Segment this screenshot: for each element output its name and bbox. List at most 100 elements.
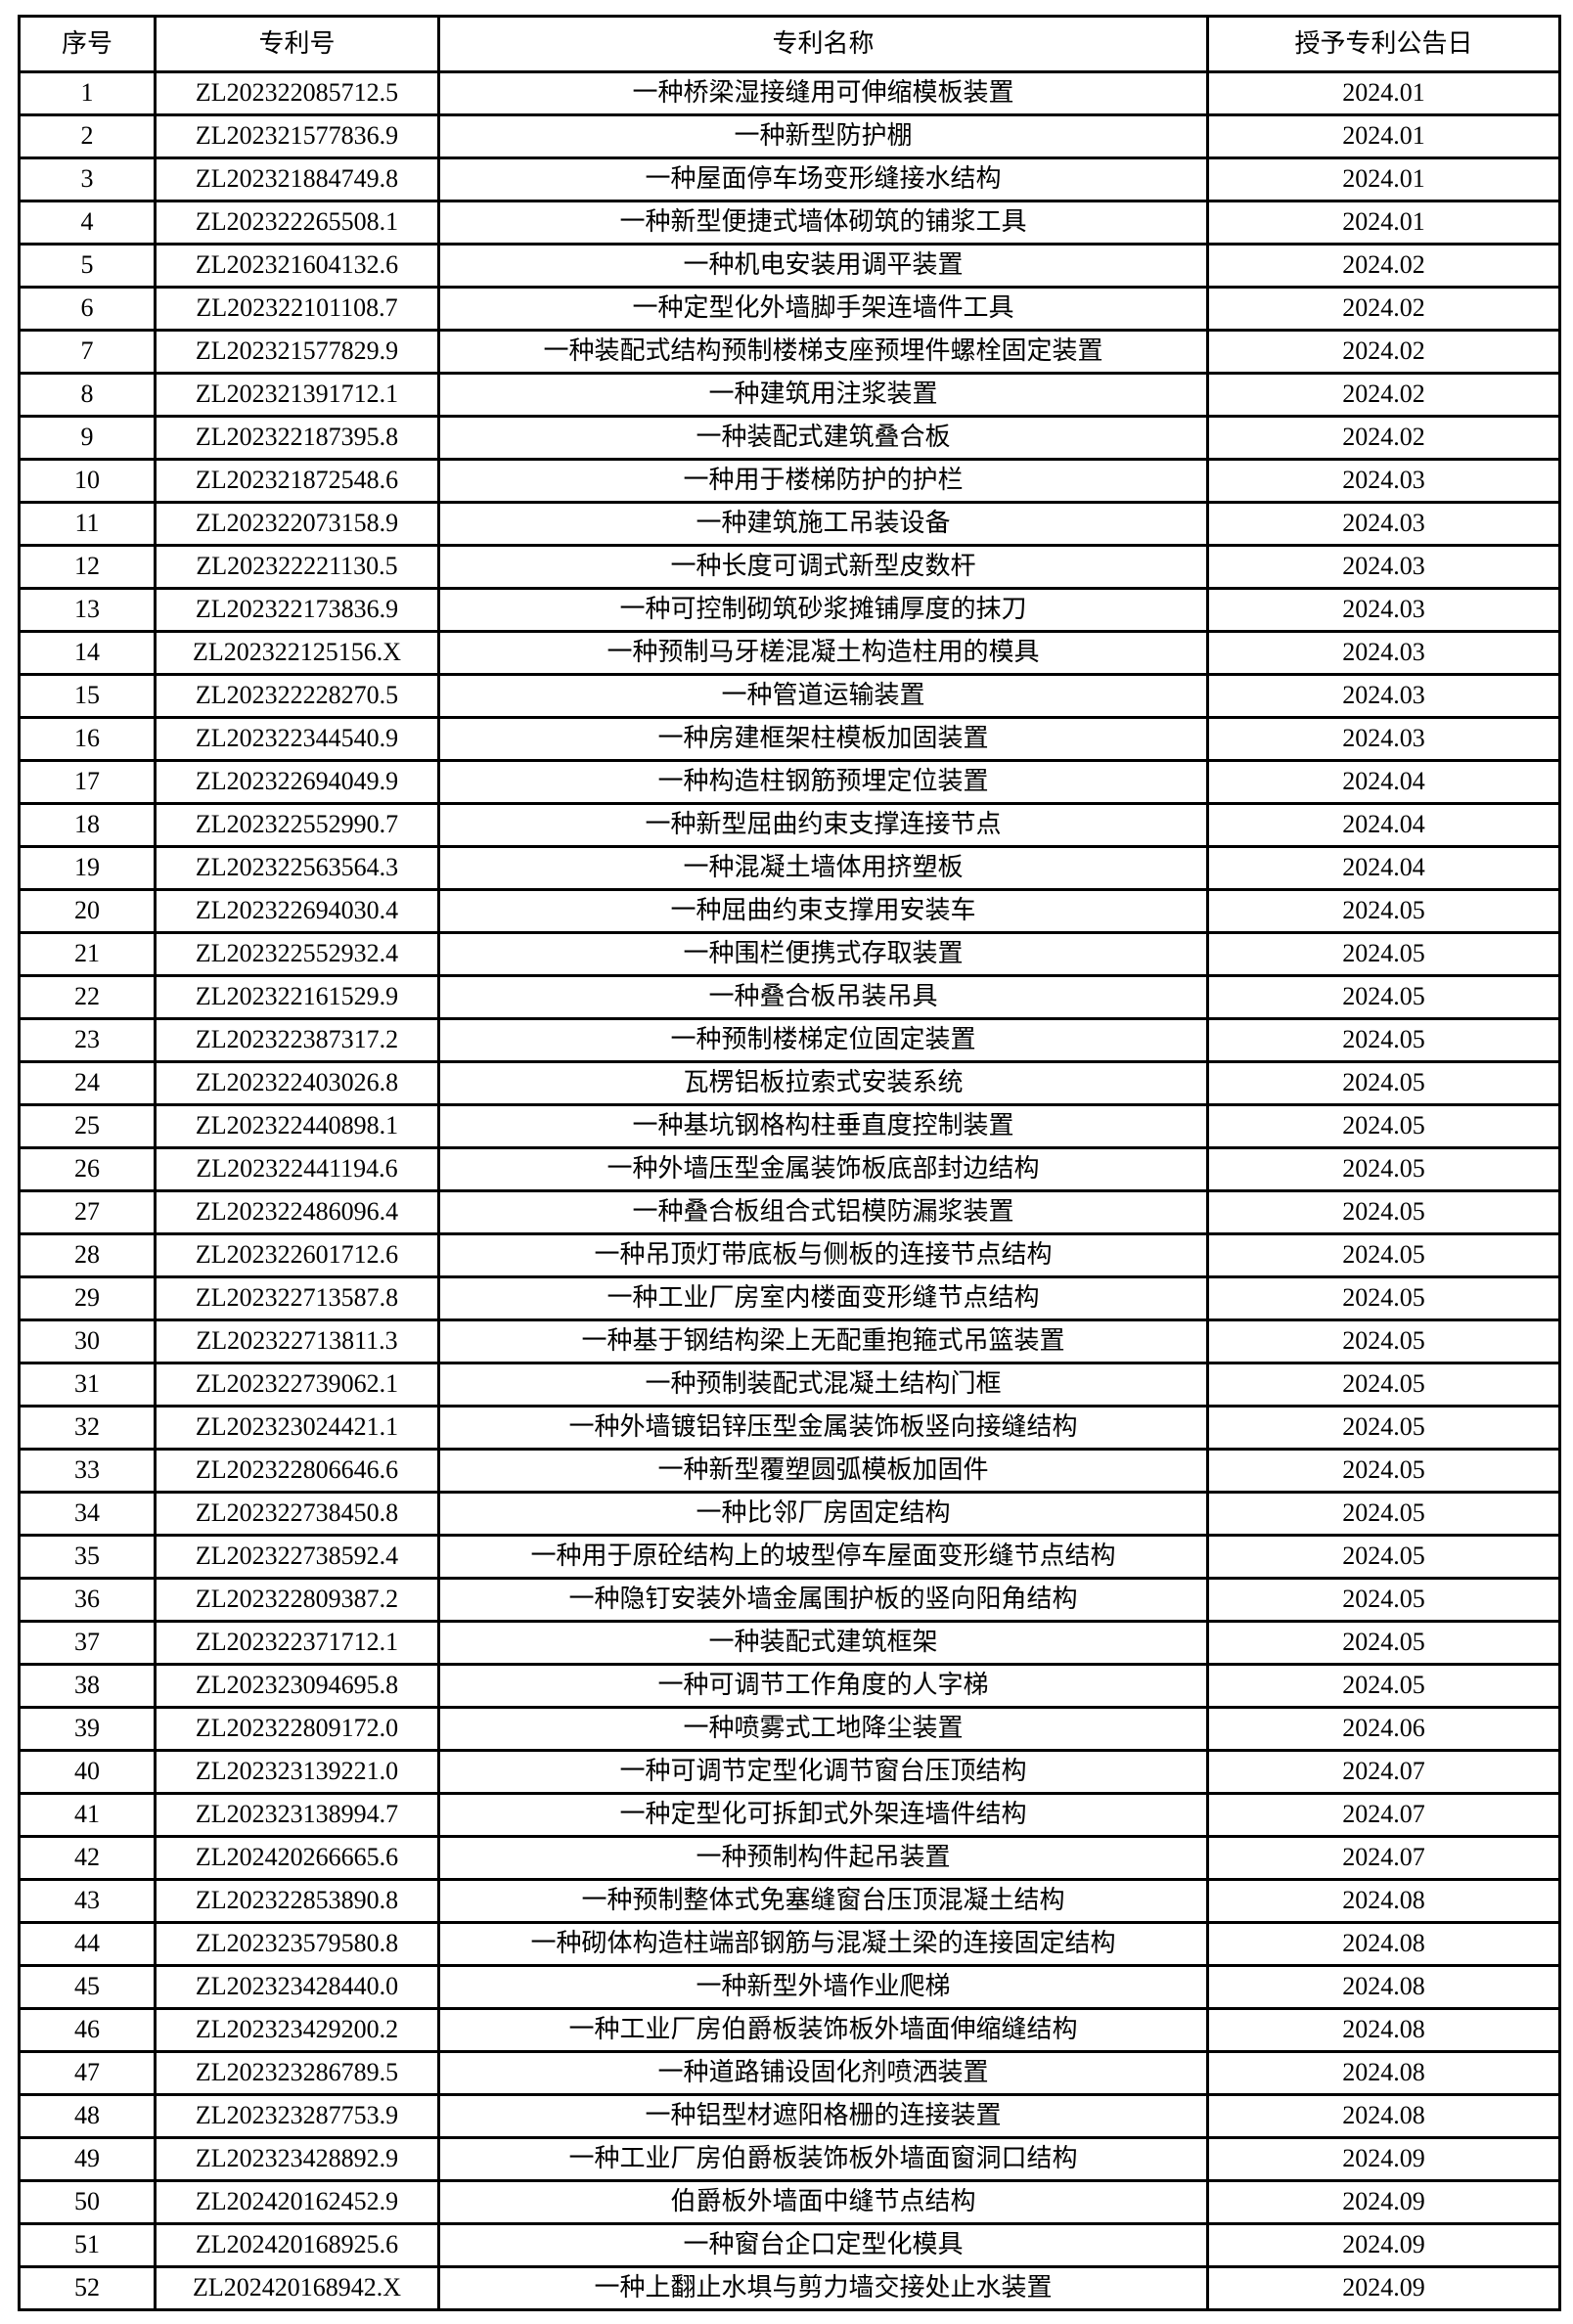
table-row: 41 ZL202323138994.7 一种定型化可拆卸式外架连墙件结构 2024.0… — [18, 1792, 1561, 1838]
table-row: 43 ZL202322853890.8 一种预制整体式免塞缝窗台压顶混凝土结构 202… — [18, 1878, 1561, 1924]
cell-serial-number: 48 — [18, 2093, 157, 2139]
table-header-row: 序号 专利号 专利名称 授予专利公告日 — [18, 15, 1561, 73]
cell-patent-name: 一种机电安装用调平装置 — [437, 243, 1209, 289]
cell-grant-date: 2024.03 — [1206, 501, 1561, 547]
cell-patent-name: 一种新型便捷式墙体砌筑的铺浆工具 — [437, 200, 1209, 246]
table-row: 4 ZL202322265508.1 一种新型便捷式墙体砌筑的铺浆工具 2024.01 — [18, 200, 1561, 246]
table-row: 18 ZL202322552990.7 一种新型屈曲约束支撑连接节点 2024.04 — [18, 802, 1561, 848]
cell-serial-number: 47 — [18, 2050, 157, 2096]
cell-serial-number: 5 — [18, 243, 157, 289]
table-row: 28 ZL202322601712.6 一种吊顶灯带底板与侧板的连接节点结构 2024… — [18, 1232, 1561, 1278]
cell-patent-number: ZL202323139221.0 — [154, 1749, 440, 1795]
table-row: 42 ZL202420266665.6 一种预制构件起吊装置 2024.07 — [18, 1835, 1561, 1881]
table-row: 5 ZL202321604132.6 一种机电安装用调平装置 2024.02 — [18, 243, 1561, 289]
cell-patent-name: 一种建筑用注浆装置 — [437, 372, 1209, 418]
cell-serial-number: 30 — [18, 1318, 157, 1364]
cell-patent-name: 一种构造柱钢筋预埋定位装置 — [437, 759, 1209, 805]
table-row: 8 ZL202321391712.1 一种建筑用注浆装置 2024.02 — [18, 372, 1561, 418]
cell-patent-number: ZL202322601712.6 — [154, 1232, 440, 1278]
table-row: 51 ZL202420168925.6 一种窗台企口定型化模具 2024.09 — [18, 2222, 1561, 2268]
cell-serial-number: 17 — [18, 759, 157, 805]
cell-grant-date: 2024.05 — [1206, 1663, 1561, 1709]
cell-grant-date: 2024.01 — [1206, 113, 1561, 159]
cell-patent-name: 一种预制楼梯定位固定装置 — [437, 1017, 1209, 1063]
header-grant-date: 授予专利公告日 — [1206, 15, 1561, 73]
cell-patent-name: 一种道路铺设固化剂喷洒装置 — [437, 2050, 1209, 2096]
cell-grant-date: 2024.05 — [1206, 1577, 1561, 1623]
cell-serial-number: 25 — [18, 1103, 157, 1149]
cell-serial-number: 28 — [18, 1232, 157, 1278]
cell-serial-number: 23 — [18, 1017, 157, 1063]
cell-patent-number: ZL202322403026.8 — [154, 1060, 440, 1106]
cell-patent-number: ZL202321884749.8 — [154, 156, 440, 202]
cell-patent-number: ZL202323428440.0 — [154, 1964, 440, 2010]
table-row: 36 ZL202322809387.2 一种隐钉安装外墙金属围护板的竖向阳角结构 20… — [18, 1577, 1561, 1623]
cell-serial-number: 38 — [18, 1663, 157, 1709]
table-row: 6 ZL202322101108.7 一种定型化外墙脚手架连墙件工具 2024.02 — [18, 286, 1561, 332]
cell-patent-number: ZL202322371712.1 — [154, 1620, 440, 1666]
cell-grant-date: 2024.09 — [1206, 2179, 1561, 2225]
cell-serial-number: 4 — [18, 200, 157, 246]
table-row: 9 ZL202322187395.8 一种装配式建筑叠合板 2024.02 — [18, 415, 1561, 461]
table-row: 47 ZL202323286789.5 一种道路铺设固化剂喷洒装置 2024.08 — [18, 2050, 1561, 2096]
cell-patent-name: 一种用于原砼结构上的坡型停车屋面变形缝节点结构 — [437, 1534, 1209, 1580]
cell-serial-number: 13 — [18, 587, 157, 633]
cell-patent-name: 一种预制装配式混凝土结构门框 — [437, 1362, 1209, 1408]
cell-patent-number: ZL202322809387.2 — [154, 1577, 440, 1623]
cell-serial-number: 2 — [18, 113, 157, 159]
cell-patent-name: 一种叠合板组合式铝模防漏浆装置 — [437, 1189, 1209, 1235]
cell-serial-number: 52 — [18, 2265, 157, 2311]
cell-serial-number: 18 — [18, 802, 157, 848]
cell-grant-date: 2024.05 — [1206, 1275, 1561, 1321]
cell-patent-name: 一种新型防护棚 — [437, 113, 1209, 159]
table-row: 31 ZL202322739062.1 一种预制装配式混凝土结构门框 2024.05 — [18, 1362, 1561, 1408]
cell-patent-number: ZL202322694049.9 — [154, 759, 440, 805]
cell-patent-number: ZL202420168942.X — [154, 2265, 440, 2311]
cell-grant-date: 2024.05 — [1206, 931, 1561, 977]
cell-patent-number: ZL202322694030.4 — [154, 888, 440, 934]
cell-serial-number: 37 — [18, 1620, 157, 1666]
table-row: 24 ZL202322403026.8 瓦楞铝板拉索式安装系统 2024.05 — [18, 1060, 1561, 1106]
table-row: 1 ZL202322085712.5 一种桥梁湿接缝用可伸缩模板装置 2024.01 — [18, 70, 1561, 116]
cell-serial-number: 34 — [18, 1491, 157, 1537]
table-row: 11 ZL202322073158.9 一种建筑施工吊装设备 2024.03 — [18, 501, 1561, 547]
cell-patent-number: ZL202323286789.5 — [154, 2050, 440, 2096]
cell-serial-number: 43 — [18, 1878, 157, 1924]
cell-patent-name: 一种工业厂房伯爵板装饰板外墙面伸缩缝结构 — [437, 2007, 1209, 2053]
cell-patent-name: 一种管道运输装置 — [437, 673, 1209, 719]
cell-serial-number: 50 — [18, 2179, 157, 2225]
cell-grant-date: 2024.08 — [1206, 1964, 1561, 2010]
table-row: 12 ZL202322221130.5 一种长度可调式新型皮数杆 2024.03 — [18, 544, 1561, 590]
cell-patent-name: 一种工业厂房伯爵板装饰板外墙面窗洞口结构 — [437, 2136, 1209, 2182]
cell-serial-number: 12 — [18, 544, 157, 590]
cell-patent-number: ZL202321872548.6 — [154, 458, 440, 504]
cell-serial-number: 49 — [18, 2136, 157, 2182]
cell-grant-date: 2024.03 — [1206, 544, 1561, 590]
cell-patent-name: 一种屈曲约束支撑用安装车 — [437, 888, 1209, 934]
cell-serial-number: 41 — [18, 1792, 157, 1838]
cell-patent-name: 伯爵板外墙面中缝节点结构 — [437, 2179, 1209, 2225]
cell-serial-number: 36 — [18, 1577, 157, 1623]
cell-grant-date: 2024.08 — [1206, 1921, 1561, 1967]
cell-serial-number: 51 — [18, 2222, 157, 2268]
cell-grant-date: 2024.05 — [1206, 1017, 1561, 1063]
cell-patent-name: 一种外墙压型金属装饰板底部封边结构 — [437, 1146, 1209, 1192]
cell-patent-name: 瓦楞铝板拉索式安装系统 — [437, 1060, 1209, 1106]
cell-patent-name: 一种铝型材遮阳格栅的连接装置 — [437, 2093, 1209, 2139]
cell-grant-date: 2024.05 — [1206, 1620, 1561, 1666]
cell-patent-name: 一种新型覆塑圆弧模板加固件 — [437, 1448, 1209, 1494]
cell-patent-number: ZL202322713587.8 — [154, 1275, 440, 1321]
cell-patent-name: 一种可调节工作角度的人字梯 — [437, 1663, 1209, 1709]
table-row: 40 ZL202323139221.0 一种可调节定型化调节窗台压顶结构 2024.0… — [18, 1749, 1561, 1795]
cell-serial-number: 32 — [18, 1405, 157, 1451]
cell-patent-number: ZL202322853890.8 — [154, 1878, 440, 1924]
cell-patent-number: ZL202322486096.4 — [154, 1189, 440, 1235]
cell-patent-name: 一种定型化可拆卸式外架连墙件结构 — [437, 1792, 1209, 1838]
cell-grant-date: 2024.09 — [1206, 2222, 1561, 2268]
table-row: 39 ZL202322809172.0 一种喷雾式工地降尘装置 2024.06 — [18, 1706, 1561, 1752]
cell-grant-date: 2024.03 — [1206, 630, 1561, 676]
cell-patent-name: 一种屋面停车场变形缝接水结构 — [437, 156, 1209, 202]
cell-serial-number: 39 — [18, 1706, 157, 1752]
cell-patent-number: ZL202322440898.1 — [154, 1103, 440, 1149]
cell-grant-date: 2024.05 — [1206, 1448, 1561, 1494]
